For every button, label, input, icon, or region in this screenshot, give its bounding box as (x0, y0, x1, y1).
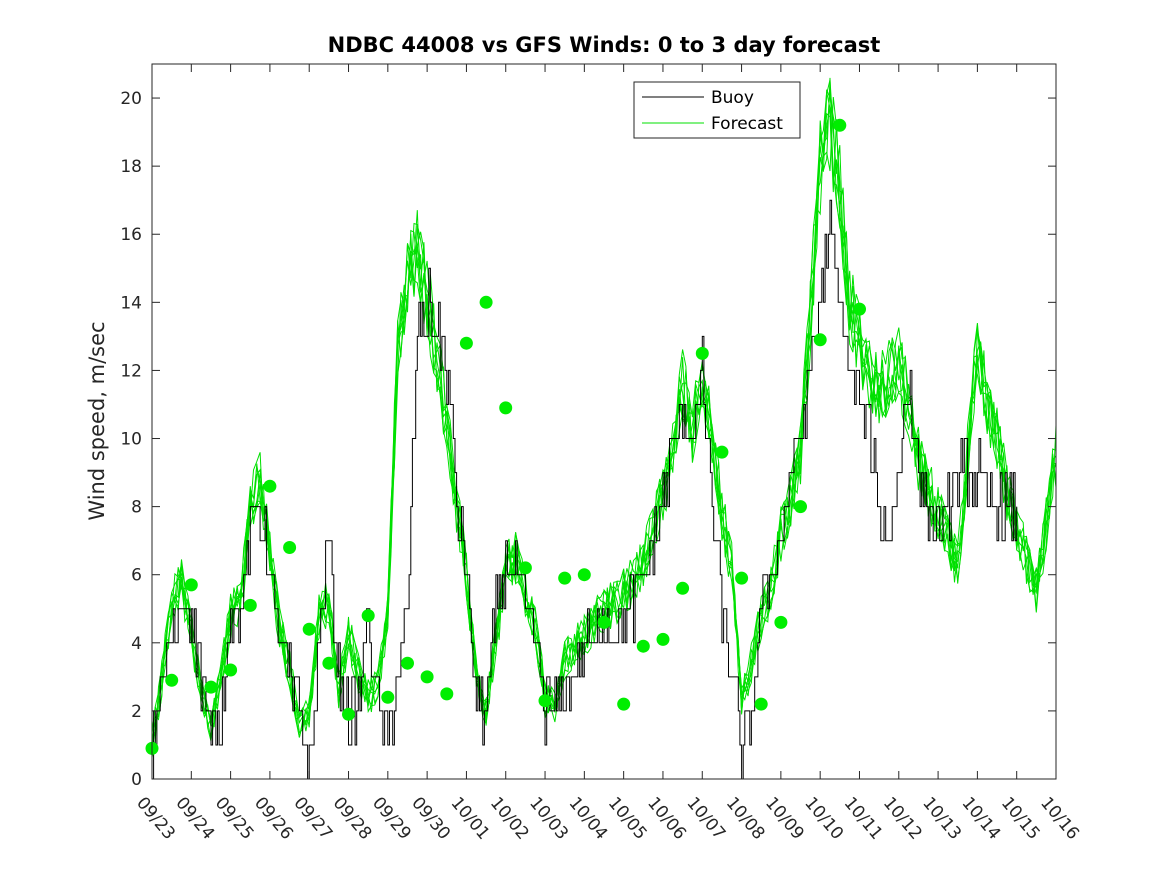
forecast-marker (538, 694, 552, 708)
forecast-marker (558, 571, 572, 585)
forecast-marker (656, 632, 670, 646)
y-tick-label: 0 (131, 770, 142, 790)
forecast-marker (794, 500, 807, 514)
forecast-marker (479, 295, 493, 309)
forecast-marker (715, 445, 729, 459)
forecast-marker (342, 707, 355, 721)
forecast-marker (381, 690, 395, 704)
legend-box (633, 81, 801, 139)
forecast-marker (165, 673, 179, 687)
forecast-marker (322, 656, 336, 670)
y-tick-label: 2 (131, 702, 142, 722)
y-tick-label: 16 (120, 225, 142, 245)
forecast-marker (204, 680, 218, 694)
forecast-marker (754, 697, 768, 711)
forecast-marker (243, 598, 257, 612)
forecast-marker (361, 609, 375, 623)
legend-buoy-label: Buoy (711, 88, 754, 108)
y-axis-label: Wind speed, m/sec (85, 321, 109, 520)
forecast-marker (401, 656, 414, 670)
chart-title: NDBC 44008 vs GFS Winds: 0 to 3 day fore… (328, 33, 881, 57)
forecast-marker (184, 578, 198, 592)
y-tick-label: 8 (131, 498, 142, 518)
legend: Buoy Forecast (633, 81, 801, 139)
forecast-marker (774, 615, 788, 629)
y-tick-label: 4 (131, 634, 142, 654)
forecast-marker (813, 333, 827, 347)
forecast-marker (283, 541, 297, 554)
forecast-marker (617, 697, 631, 711)
buoy-series (152, 199, 1018, 780)
forecast-marker (224, 663, 238, 677)
forecast-marker (263, 479, 277, 493)
y-tick-label: 12 (120, 361, 142, 381)
forecast-marker (676, 581, 690, 595)
daily-markers (145, 118, 866, 755)
legend-forecast-label: Forecast (711, 114, 783, 134)
forecast-marker (302, 622, 316, 636)
y-axis: 0 2 4 6 8 10 12 14 16 18 20 (120, 89, 1056, 790)
forecast-marker (499, 401, 513, 415)
forecast-marker (833, 118, 847, 132)
y-tick-label: 18 (120, 157, 142, 177)
forecast-marker (518, 561, 532, 575)
forecast-marker (577, 568, 591, 582)
plot-frame (151, 63, 1057, 780)
forecast-marker (597, 615, 611, 629)
forecast-marker (459, 336, 473, 350)
forecast-marker (440, 687, 454, 701)
forecast-line (151, 112, 1057, 742)
forecast-marker (735, 571, 749, 585)
forecast-marker (420, 670, 434, 684)
y-tick-label: 6 (131, 566, 142, 586)
forecast-marker (695, 346, 709, 360)
forecast-marker (853, 302, 866, 316)
y-tick-label: 14 (120, 293, 142, 313)
forecast-marker (636, 639, 650, 653)
buoy-line (152, 199, 1018, 780)
y-tick-label: 10 (120, 430, 142, 450)
y-tick-label: 20 (120, 89, 142, 109)
plot-area (145, 63, 1057, 780)
